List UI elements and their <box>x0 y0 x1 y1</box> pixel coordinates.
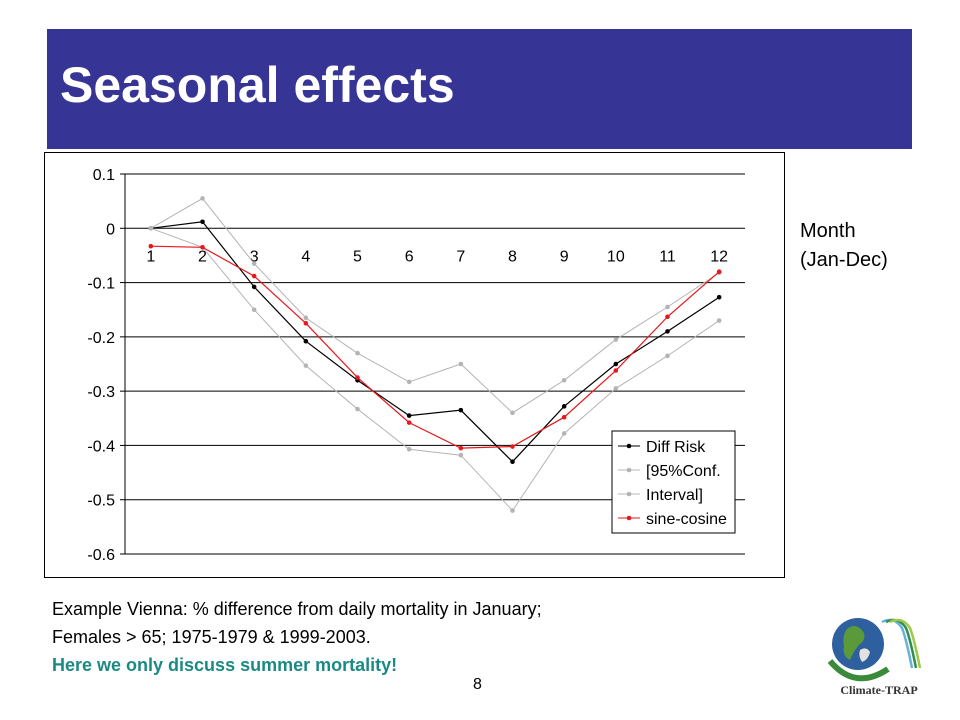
data-point <box>510 459 515 465</box>
caption-line2: Females > 65; 1975-1979 & 1999-2003. <box>52 627 371 647</box>
y-tick-label: -0.3 <box>87 384 115 401</box>
data-point <box>613 361 619 367</box>
x-tick-label: 12 <box>710 248 728 265</box>
caption: Example Vienna: % difference from daily … <box>52 595 542 679</box>
x-tick-label: 8 <box>508 248 517 265</box>
legend-entry: Interval] <box>646 487 703 504</box>
data-point <box>561 431 567 436</box>
data-point <box>665 304 670 310</box>
data-point <box>251 273 257 279</box>
series-line <box>150 227 720 512</box>
data-point <box>251 261 257 266</box>
series-line <box>150 197 720 414</box>
data-point <box>303 363 309 368</box>
data-point <box>716 294 722 300</box>
legend-swatch-marker <box>626 443 632 449</box>
data-point <box>458 445 464 451</box>
data-point <box>251 307 257 313</box>
series-line <box>150 221 720 463</box>
legend-entry: Diff Risk <box>646 439 706 456</box>
climate-trap-logo <box>827 618 922 682</box>
legend-swatch-marker <box>626 515 632 521</box>
data-point <box>200 219 205 225</box>
data-point <box>406 420 412 425</box>
data-point <box>406 446 412 452</box>
data-point <box>561 414 567 420</box>
data-point <box>613 337 619 342</box>
legend-entry: sine-cosine <box>646 511 727 528</box>
data-point <box>200 196 205 201</box>
caption-line1: Example Vienna: % difference from daily … <box>52 599 542 619</box>
caption-highlight: Here we only discuss summer mortality! <box>52 655 398 675</box>
data-point <box>458 407 464 413</box>
x-tick-label: 7 <box>456 248 465 265</box>
x-tick-label: 3 <box>250 248 259 265</box>
logo-text: Climate-TRAP <box>840 683 918 697</box>
y-tick-label: -0.2 <box>87 330 115 347</box>
data-point <box>148 225 154 231</box>
data-point <box>665 353 670 359</box>
data-point <box>510 410 515 416</box>
data-point <box>303 338 309 344</box>
x-tick-label: 9 <box>560 248 569 265</box>
data-point <box>561 404 567 409</box>
data-point <box>458 452 464 458</box>
data-point <box>355 350 360 356</box>
y-tick-label: -0.5 <box>87 493 115 510</box>
data-point <box>458 361 464 367</box>
page-number: 8 <box>473 676 482 693</box>
x-tick-label: 6 <box>405 248 414 265</box>
y-tick-label: 0 <box>106 221 115 238</box>
month-label: Month (Jan-Dec) <box>800 217 888 275</box>
x-tick-label: 1 <box>146 248 155 265</box>
data-point <box>355 375 360 380</box>
title-bar <box>47 29 912 149</box>
month-label-line2: (Jan-Dec) <box>800 249 888 271</box>
legend-box <box>611 430 736 534</box>
data-point <box>355 406 360 412</box>
series-line <box>150 245 720 449</box>
x-tick-label: 10 <box>607 248 625 265</box>
x-tick-label: 5 <box>353 248 362 265</box>
data-point <box>716 269 722 275</box>
data-point <box>303 315 309 321</box>
data-point <box>665 329 670 334</box>
slide-title: Seasonal effects <box>60 57 455 113</box>
y-tick-label: -0.6 <box>87 547 115 564</box>
line-chart: 0.10-0.1-0.2-0.3-0.4-0.5-0.61 2 3 4 5 6 7 8 9 10 1… <box>87 167 745 564</box>
data-point <box>303 320 309 326</box>
data-point <box>200 244 205 250</box>
data-point <box>561 377 567 383</box>
chart-frame: 0.1 0 -0.1 -0.2 -0.3 -0.4 -0.5 -0.6 1 2 3 4 5 6 7 8 9 10 1… <box>44 152 785 578</box>
y-tick-label: -0.4 <box>87 438 115 455</box>
data-point <box>665 314 670 320</box>
x-tick-label: 2 <box>198 248 207 265</box>
x-tick-label: 11 <box>659 248 676 265</box>
data-point <box>148 243 154 249</box>
legend-swatch-marker <box>626 467 632 473</box>
data-point <box>510 444 515 449</box>
x-tick-label: 4 <box>301 248 310 265</box>
data-point <box>613 386 619 391</box>
data-point <box>716 318 722 323</box>
data-point <box>406 413 412 418</box>
data-point <box>251 284 257 290</box>
data-point <box>406 379 412 385</box>
legend-entry: [95%Conf. <box>646 463 721 480</box>
data-point <box>613 368 619 373</box>
legend-swatch-marker <box>626 491 632 497</box>
y-tick-label: -0.1 <box>87 276 115 293</box>
data-point <box>510 508 515 513</box>
y-tick-label: 0.1 <box>93 167 115 184</box>
month-label-line1: Month <box>800 220 856 242</box>
